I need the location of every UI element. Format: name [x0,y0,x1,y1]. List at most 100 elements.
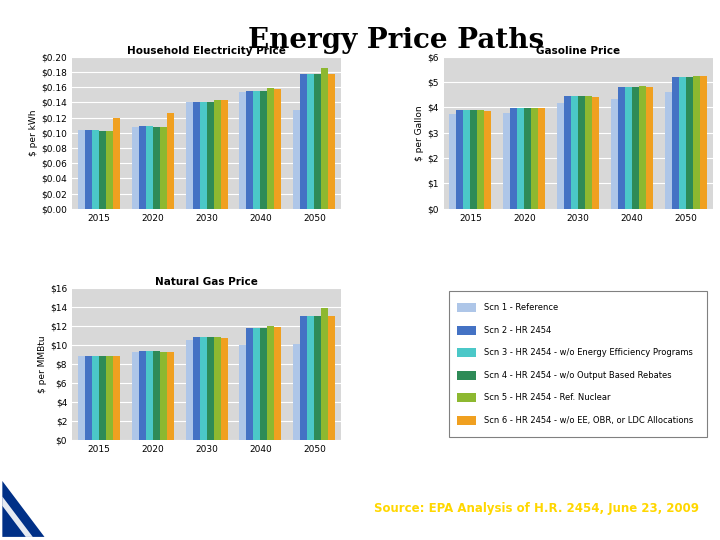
Bar [207,103,214,209]
Bar [665,92,672,209]
Bar [132,127,139,209]
Bar [700,77,707,209]
Title: Gasoline Price: Gasoline Price [536,46,620,56]
Bar [510,108,518,209]
Text: Scn 5 - HR 2454 - Ref. Nuclear: Scn 5 - HR 2454 - Ref. Nuclear [484,393,611,402]
Bar [457,416,476,425]
Bar [300,74,307,209]
Text: Scn 6 - HR 2454 - w/o EE, OBR, or LDC Allocations: Scn 6 - HR 2454 - w/o EE, OBR, or LDC Al… [484,416,693,425]
Bar [585,96,592,209]
Bar [78,356,85,440]
Bar [518,108,524,209]
Polygon shape [2,497,33,537]
Bar [328,316,336,440]
Bar [92,356,99,440]
Bar [293,344,300,440]
Bar [193,338,199,440]
Bar [261,91,267,209]
Bar [524,108,531,209]
Bar [646,87,653,209]
Bar [571,96,578,209]
Bar [321,68,328,209]
Bar [113,356,120,440]
Bar [253,91,261,209]
Bar [328,74,336,209]
Bar [145,126,153,209]
Bar [457,303,476,312]
Bar [307,315,315,440]
Y-axis label: $ per Gallon: $ per Gallon [415,105,424,160]
Bar [578,96,585,209]
Bar [274,327,282,440]
Bar [321,308,328,440]
Bar [618,87,625,209]
Bar [457,348,476,357]
Bar [99,356,106,440]
Bar [106,131,113,209]
Bar [470,111,477,209]
Bar [457,326,476,335]
Bar [261,328,267,440]
Bar [315,315,321,440]
Bar [214,100,220,209]
Bar [564,96,571,209]
Text: Scn 4 - HR 2454 - w/o Output Based Rebates: Scn 4 - HR 2454 - w/o Output Based Rebat… [484,371,672,380]
Bar [557,103,564,209]
Bar [207,338,214,440]
Bar [267,326,274,440]
Bar [686,77,693,209]
Bar [220,339,228,440]
Bar [253,328,261,440]
Bar [449,114,456,209]
Bar [639,86,646,209]
Bar [240,345,246,440]
Bar [139,126,145,209]
Bar [315,74,321,209]
Y-axis label: $ per MMBtu: $ per MMBtu [38,335,47,393]
Bar [167,352,174,440]
Bar [193,102,199,209]
Text: IOWA STATE UNIVERSITY: IOWA STATE UNIVERSITY [68,488,274,502]
Bar [199,338,207,440]
Bar [464,111,470,209]
Bar [153,127,160,209]
Bar [167,113,174,209]
Bar [220,100,228,209]
Bar [307,74,315,209]
Text: Department of Economics: Department of Economics [68,519,196,530]
Bar [186,103,193,209]
Bar [214,338,220,440]
Bar [625,87,632,209]
Bar [85,356,92,440]
Bar [199,102,207,209]
Bar [113,118,120,209]
FancyBboxPatch shape [449,291,708,437]
Bar [672,78,679,209]
Bar [106,356,113,440]
Bar [240,92,246,209]
Bar [503,113,510,209]
Bar [160,352,167,440]
Bar [85,131,92,209]
Bar [246,328,253,440]
Bar [78,131,85,209]
Bar [99,131,106,209]
Bar [457,393,476,402]
Bar [456,111,464,209]
Text: Scn 3 - HR 2454 - w/o Energy Efficiency Programs: Scn 3 - HR 2454 - w/o Energy Efficiency … [484,348,693,357]
Text: Scn 1 - Reference: Scn 1 - Reference [484,303,558,312]
Polygon shape [2,481,45,537]
Text: Scn 2 - HR 2454: Scn 2 - HR 2454 [484,326,552,335]
Bar [611,98,618,209]
Bar [139,350,145,440]
Bar [92,131,99,209]
Bar [153,350,160,440]
Bar [539,108,545,209]
Bar [160,127,167,209]
Bar [592,97,599,209]
Bar [531,108,539,209]
Title: Household Electricity Price: Household Electricity Price [127,46,286,56]
Text: Source: EPA Analysis of H.R. 2454, June 23, 2009: Source: EPA Analysis of H.R. 2454, June … [374,502,699,516]
Bar [457,371,476,380]
Bar [632,87,639,209]
